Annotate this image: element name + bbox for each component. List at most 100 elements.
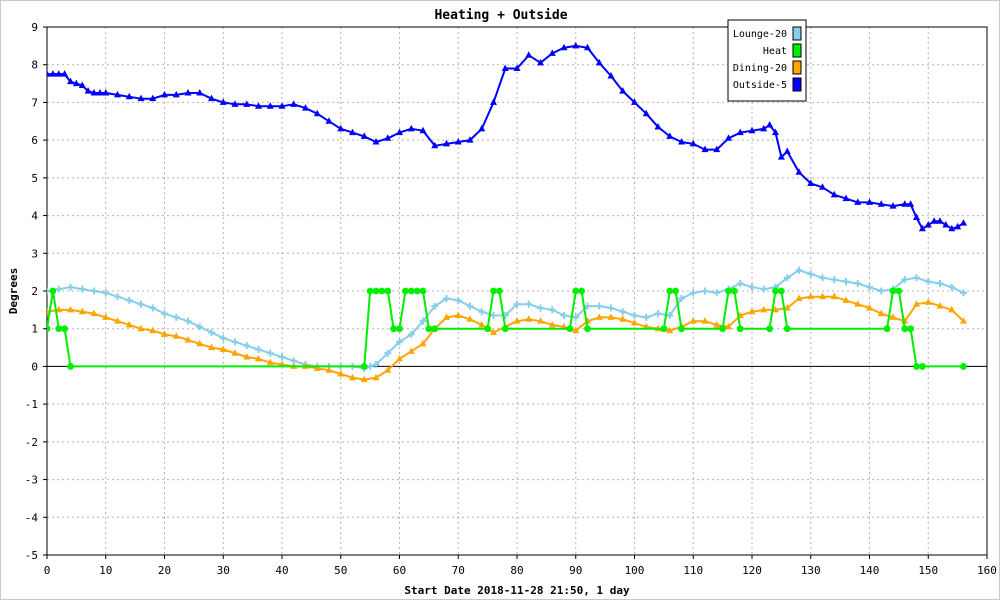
series-lounge-20-point [454,296,462,304]
x-tick-label: 40 [275,564,288,577]
y-tick-label: -1 [25,398,38,411]
series-dining-20-point [208,343,215,351]
series-dining-20-point [360,375,368,383]
series-dining-20-point [255,354,262,362]
x-tick-label: 70 [452,564,465,577]
series-dining-20-point [78,307,86,315]
series-dining-20-point [454,311,462,319]
x-tick-label: 130 [801,564,821,577]
series-outside-5-point [842,194,850,202]
series-dining-20-point [396,354,403,362]
series-dining-20-point [537,317,544,324]
series-outside-5-point [901,200,909,207]
y-tick-label: 1 [31,323,38,336]
series-lounge-20-point [231,338,239,346]
series-outside-5-point [96,89,104,96]
series-lounge-20-point [819,274,826,282]
series-outside-5-point [255,102,262,109]
series-lounge-20-point [466,302,474,310]
series-outside-5-point [548,49,556,56]
series-heat-point [772,287,779,295]
series-outside-5-point [243,100,251,107]
series-dining-20-point [349,373,356,381]
series-lounge-20-point [936,279,944,287]
series-dining-20-point [830,292,838,300]
series-outside-5-point [67,77,74,85]
series-outside-5-point [231,100,239,107]
series-lounge-20-point [102,289,110,297]
series-dining-20-point [819,292,826,300]
series-outside-5-point [454,138,462,145]
series-outside-5-point [466,136,474,143]
series-outside-5-point [942,221,950,228]
series-outside-5-point [689,139,697,147]
series-outside-5-point [701,145,709,153]
series-heat-point [61,325,69,333]
series-heat-point [495,287,503,295]
series-lounge-20-point [78,285,86,293]
series-outside-5-point [172,90,180,98]
x-tick-label: 30 [217,564,230,577]
series-outside-5-point [736,128,744,136]
x-axis-label: Start Date 2018-11-28 21:50, 1 day [404,584,630,597]
series-lounge-20-point [607,304,615,312]
series-lounge-20-point [560,312,568,320]
x-tick-label: 0 [44,564,51,577]
series-dining-20-point [619,315,627,322]
series-outside-5-point [478,124,486,132]
series-dining-20-point [313,364,321,371]
series-dining-20-point [689,317,697,324]
series-outside-5-point [266,102,274,109]
series-heat-point [907,325,915,333]
series-lounge-20-point [701,287,709,295]
series-outside-5-point [102,89,110,96]
series-outside-5-point [678,138,685,145]
series-dining-20-point [478,320,486,328]
series-dining-20-point [607,313,615,320]
series-lounge-20-point [366,362,374,370]
y-tick-label: 5 [31,172,38,185]
series-dining-20-point [548,320,556,328]
series-dining-20-point [760,305,768,313]
legend: Lounge-20 Heat Dining-20 Outside-5 [727,19,807,102]
series-heat-point [413,287,421,295]
series-outside-5-point [501,64,509,71]
series-outside-5-point [807,179,815,187]
series-outside-5-point [372,138,380,145]
series-outside-5-point [525,51,533,58]
series-heat-point [372,287,380,295]
series-outside-5-point [584,43,591,51]
series-outside-5-point [337,124,345,132]
series-outside-5 [47,41,967,232]
series-lounge-20-point [783,274,791,282]
series-heat-point [777,287,785,295]
series-outside-5-point [748,126,756,134]
series-outside-5-point [443,139,450,147]
series-outside-5-point [125,92,133,100]
series-lounge-20-point [948,283,956,291]
series-dining-20-point [67,305,74,313]
series-lounge-20-point [90,287,98,295]
series-heat-point [47,325,51,333]
series-lounge-20-point [137,300,145,308]
series-outside-5-point [290,100,298,107]
series-outside-5-point [396,128,403,136]
y-axis-label: Degrees [7,268,20,314]
series-lounge-20-point [736,279,744,287]
series-dining-20-point [842,296,850,303]
series-dining-20-point [137,324,145,332]
series-heat-point [666,287,674,295]
series-dining-20-point [149,326,157,334]
series-lounge-20-point [748,283,756,291]
series-dining-20-point [372,373,380,381]
series-heat-point [660,325,668,333]
series-heat-point [889,287,897,295]
series-dining-20-point [807,292,815,300]
series-outside-5-point [72,79,80,87]
x-tick-label: 140 [860,564,880,577]
series-outside-5-point [419,126,427,134]
series-lounge-20-point [266,349,274,357]
series-dining-20-point [595,313,603,320]
